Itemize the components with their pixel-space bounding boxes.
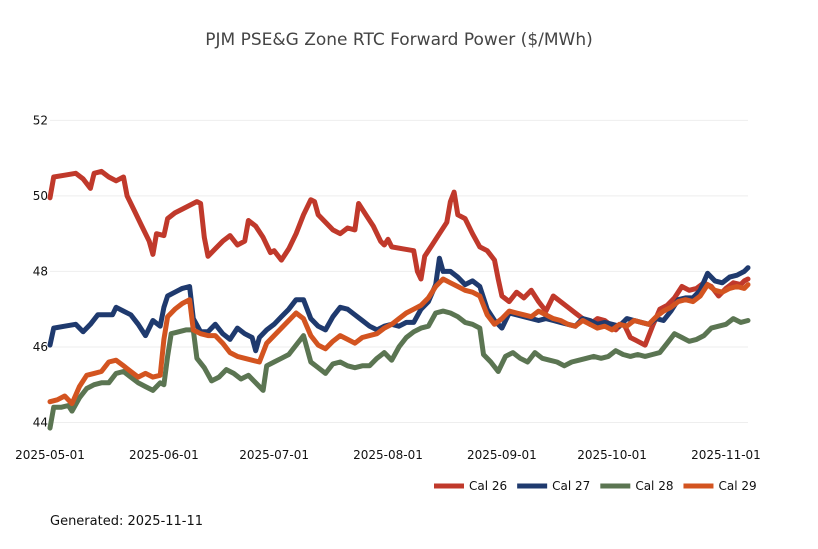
legend-item: Cal 27: [517, 479, 590, 493]
legend-item: Cal 29: [683, 479, 757, 493]
series-line-cal-29: [47, 276, 751, 407]
x-tick-label: 2025-11-01: [691, 448, 761, 462]
y-tick-label: 50: [33, 189, 48, 203]
series-line-cal-28: [47, 308, 751, 431]
legend-item: Cal 26: [434, 479, 507, 493]
legend-label: Cal 27: [552, 479, 590, 493]
x-tick-label: 2025-10-01: [577, 448, 647, 462]
grid-lines: [50, 119, 748, 423]
y-tick-label: 46: [33, 340, 48, 354]
y-tick-label: 52: [33, 113, 48, 127]
y-tick-label: 44: [33, 415, 48, 429]
generated-timestamp: Generated: 2025-11-11: [50, 514, 203, 529]
x-tick-label: 2025-09-01: [467, 448, 537, 462]
y-tick-label: 48: [33, 264, 48, 278]
series-line-cal-27: [47, 255, 751, 354]
x-tick-label: 2025-08-01: [353, 448, 423, 462]
legend-label: Cal 29: [718, 479, 756, 493]
series-lines: [47, 168, 751, 431]
legend-label: Cal 26: [469, 479, 507, 493]
x-axis-ticks: 2025-05-01 2025-06-01 2025-07-01 2025-08-01…: [15, 448, 761, 462]
legend-label: Cal 28: [635, 479, 673, 493]
x-tick-label: 2025-06-01: [129, 448, 199, 462]
chart-title: PJM PSE&G Zone RTC Forward Power ($/MWh): [205, 30, 593, 50]
legend: Cal 26 Cal 27 Cal 28 Cal 29: [434, 479, 757, 493]
legend-item: Cal 28: [600, 479, 673, 493]
x-tick-label: 2025-05-01: [15, 448, 85, 462]
x-tick-label: 2025-07-01: [239, 448, 309, 462]
y-axis-ticks: 44 46 48 50 52: [33, 113, 48, 429]
